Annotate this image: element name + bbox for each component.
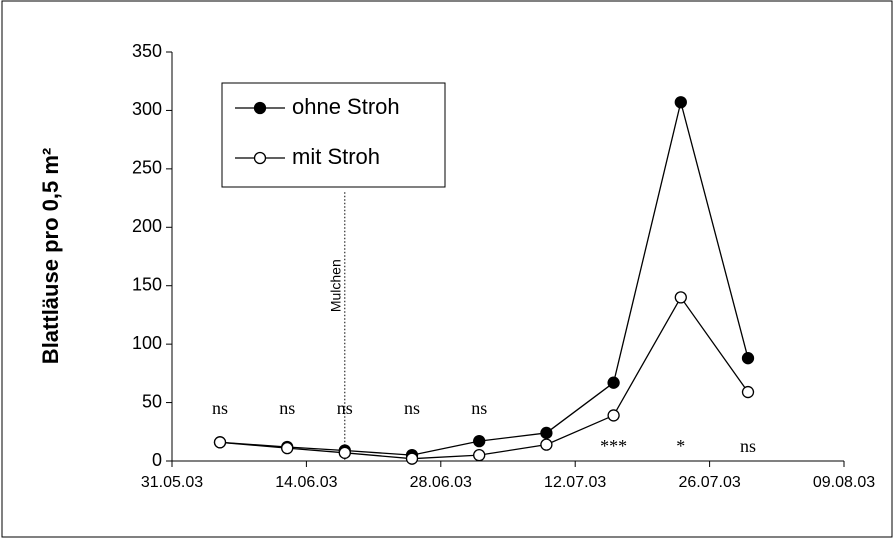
data-point xyxy=(473,449,486,462)
x-tick-label: 28.06.03 xyxy=(410,474,472,491)
x-tick-label: 14.06.03 xyxy=(275,474,337,491)
data-point xyxy=(741,385,755,399)
data-point xyxy=(674,291,687,304)
data-point xyxy=(213,436,227,449)
y-axis-label: Blattläuse pro 0,5 m² xyxy=(38,148,63,364)
data-point xyxy=(741,352,755,365)
data-point xyxy=(607,376,620,389)
data-point xyxy=(405,452,419,465)
significance-label: ns xyxy=(404,398,420,418)
data-point xyxy=(338,446,351,459)
significance-label: * xyxy=(676,436,685,456)
significance-label: ns xyxy=(337,398,353,418)
y-tick-label: 150 xyxy=(132,274,162,294)
y-tick-label: 50 xyxy=(142,391,162,411)
data-point xyxy=(473,434,486,448)
series-line xyxy=(219,296,749,460)
legend-box xyxy=(221,82,446,188)
legend-marker xyxy=(253,101,267,115)
y-tick-label: 300 xyxy=(132,99,162,119)
x-tick-label: 26.07.03 xyxy=(678,474,740,491)
significance-label: ns xyxy=(471,398,487,418)
significance-label: ns xyxy=(279,398,295,418)
data-point xyxy=(540,426,553,440)
data-point xyxy=(540,438,553,451)
x-tick-label: 31.05.03 xyxy=(141,474,203,491)
y-tick-label: 250 xyxy=(132,158,162,178)
data-point xyxy=(607,409,620,422)
legend-label: ohne Stroh xyxy=(292,94,400,119)
x-tick-label: 12.07.03 xyxy=(544,474,606,491)
legend-marker xyxy=(253,151,267,165)
significance-label: ns xyxy=(740,436,756,456)
y-tick-label: 350 xyxy=(132,41,162,61)
y-tick-label: 100 xyxy=(132,333,162,353)
significance-label: ns xyxy=(212,398,228,418)
data-point xyxy=(281,441,294,455)
y-tick-label: 200 xyxy=(132,216,162,236)
significance-label: *** xyxy=(600,436,627,456)
data-point xyxy=(674,96,687,109)
legend-label: mit Stroh xyxy=(292,144,380,169)
y-tick-label: 0 xyxy=(152,450,162,470)
x-tick-label: 09.08.03 xyxy=(813,474,875,491)
mulch-label: Mulchen xyxy=(328,259,344,312)
